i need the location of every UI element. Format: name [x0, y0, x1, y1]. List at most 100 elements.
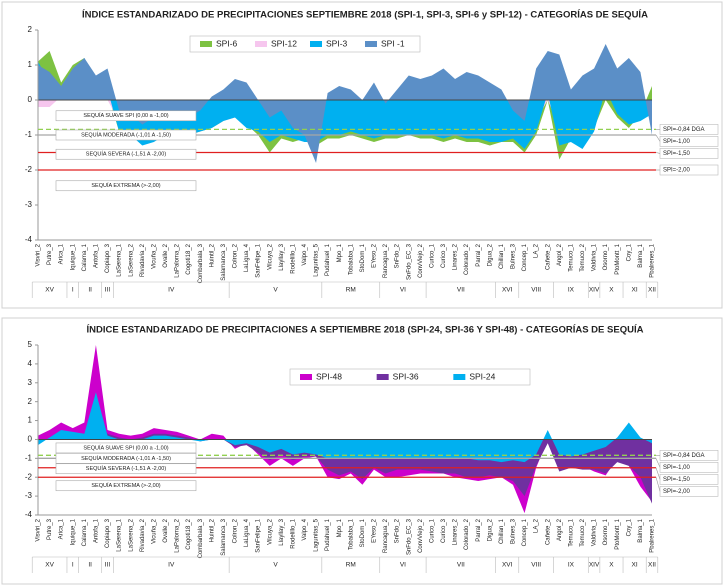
x-tick-label: Copiapo_3	[105, 518, 111, 548]
category-box-label: SEQUÍA EXTREMA (>-2,00)	[91, 182, 160, 189]
x-tick-label: Linares_2	[453, 518, 459, 545]
y-tick-label: 0	[28, 435, 33, 444]
group-label: VI	[400, 562, 406, 569]
x-tick-label: LaPaloma_2	[175, 518, 181, 552]
x-tick-label: Rancagua_2	[383, 243, 389, 278]
area	[38, 392, 652, 463]
y-tick-label: 1	[28, 416, 33, 425]
x-tick-label: LaPaloma_2	[175, 243, 181, 277]
group-label: IX	[568, 287, 575, 294]
y-tick-label: -3	[25, 200, 33, 209]
category-box-label: SEQUÍA SEVERA (-1,51 A -2,00)	[86, 465, 167, 472]
x-tick-label: Cogoti18_2	[186, 518, 192, 549]
category-box-label: SEQUÍA MODERADA (-1,01 A -1,50)	[81, 131, 171, 138]
x-tick-label: Cogoti18_2	[186, 243, 192, 274]
area	[38, 44, 652, 163]
x-tick-label: Temuco_1	[568, 243, 574, 271]
x-tick-label: Calama_1	[82, 243, 88, 271]
category-box	[55, 129, 197, 141]
x-tick-label: Antofa_1	[94, 518, 100, 543]
x-tick-label: Cañete_2	[545, 518, 551, 545]
x-tick-label: Salamanca_3	[221, 243, 227, 280]
y-tick-label: 3	[28, 378, 33, 387]
x-tick-label: Colorado_2	[464, 518, 470, 550]
group-label: XIV	[589, 562, 600, 569]
chart-frame	[1, 1, 723, 309]
legend-label: SPI-48	[316, 371, 342, 381]
group-label: V	[273, 287, 278, 294]
x-tick-label: Valpo_4	[302, 518, 308, 540]
group-label: IV	[168, 562, 175, 569]
x-tick-label: Visviri_2	[36, 518, 42, 541]
x-tick-label: Concep_1	[522, 243, 528, 271]
x-tick-label: Rodelillo_1	[290, 518, 296, 548]
x-tick-label: Angol_2	[557, 243, 563, 266]
x-tick-label: LaSerena_1	[117, 518, 123, 551]
legend-box	[189, 35, 421, 53]
group-label: XV	[45, 562, 54, 569]
x-tick-label: LA_2	[534, 243, 540, 258]
group-label: XI	[632, 562, 638, 569]
x-tick-label: Ovalle_2	[163, 243, 169, 267]
group-label: II	[88, 562, 92, 569]
category-box-label: SEQUÍA MODERADA (-1,01 A -1,50)	[81, 455, 171, 462]
x-tick-label: Llayllay_3	[279, 243, 285, 270]
category-box	[55, 463, 197, 475]
x-tick-label: Rodelillo_1	[290, 243, 296, 273]
y-tick-label: 4	[28, 359, 33, 368]
x-tick-label: Visviri_2	[36, 243, 42, 266]
x-tick-label: Temuco_1	[568, 518, 574, 546]
group-label: XIV	[589, 287, 600, 294]
x-tick-label: Parral_2	[476, 518, 482, 541]
y-tick-label: -4	[25, 235, 33, 244]
legend-label: SPI-6	[216, 38, 238, 48]
y-tick-label: -1	[25, 130, 33, 139]
x-tick-label: StoDom_1	[360, 518, 366, 547]
reference-connector	[655, 458, 661, 468]
y-tick-label: 1	[28, 60, 33, 69]
x-tick-label: Bulnes_3	[511, 518, 517, 544]
x-tick-label: Balma_1	[638, 518, 644, 542]
x-tick-label: Arica_1	[59, 243, 65, 264]
reference-label: SPI=-1,50	[663, 477, 691, 483]
group-label: V	[273, 562, 278, 569]
x-tick-label: Colron_2	[233, 518, 239, 543]
reference-connector	[655, 134, 661, 142]
x-tick-label: SnFdo_EC_3	[406, 243, 412, 280]
x-tick-label: Tobalaba_1	[348, 243, 354, 275]
reference-connector	[655, 477, 661, 492]
legend-label: SPI-24	[469, 371, 495, 381]
group-label: III	[105, 287, 111, 294]
x-tick-label: Coy_1	[626, 518, 632, 536]
group-label: XVI	[502, 287, 513, 294]
x-tick-label: Valpo_4	[302, 243, 308, 265]
y-tick-label: -1	[25, 453, 33, 462]
x-tick-label: Vilcuya_2	[267, 518, 273, 545]
x-tick-label: Mpo_1	[337, 518, 343, 537]
group-label: VIII	[531, 562, 541, 569]
x-tick-label: Lagunitas_5	[314, 518, 320, 551]
x-tick-label: Balma_1	[638, 243, 644, 267]
x-tick-label: Osorno_1	[603, 243, 609, 270]
x-tick-label: LaSerena_2	[128, 243, 134, 276]
x-tick-label: StoDom_1	[360, 243, 366, 272]
reference-connector	[655, 152, 661, 154]
x-tick-label: Temuco_2	[580, 243, 586, 271]
category-box-label: SEQUÍA SUAVE SPI (0,00 a -1,00)	[83, 112, 168, 119]
legend-swatch	[200, 41, 212, 47]
legend-label: SPI-12	[271, 38, 297, 48]
x-tick-label: Angol_2	[557, 518, 563, 541]
reference-label: SPI=-2,00	[663, 489, 691, 495]
group-label: XII	[648, 562, 656, 569]
x-tick-label: Concep_1	[522, 518, 528, 546]
x-tick-label: Copiapo_3	[105, 243, 111, 273]
category-box-label: SEQUÍA EXTREMA (>-2,00)	[91, 482, 160, 489]
x-tick-label: LaLigua_4	[244, 518, 250, 547]
group-label: VII	[457, 562, 465, 569]
x-tick-label: Putre_3	[47, 518, 53, 540]
group-label: VIII	[531, 287, 541, 294]
area	[38, 58, 652, 149]
legend-label: SPI-3	[326, 38, 348, 48]
x-tick-label: Digua_2	[487, 243, 493, 266]
